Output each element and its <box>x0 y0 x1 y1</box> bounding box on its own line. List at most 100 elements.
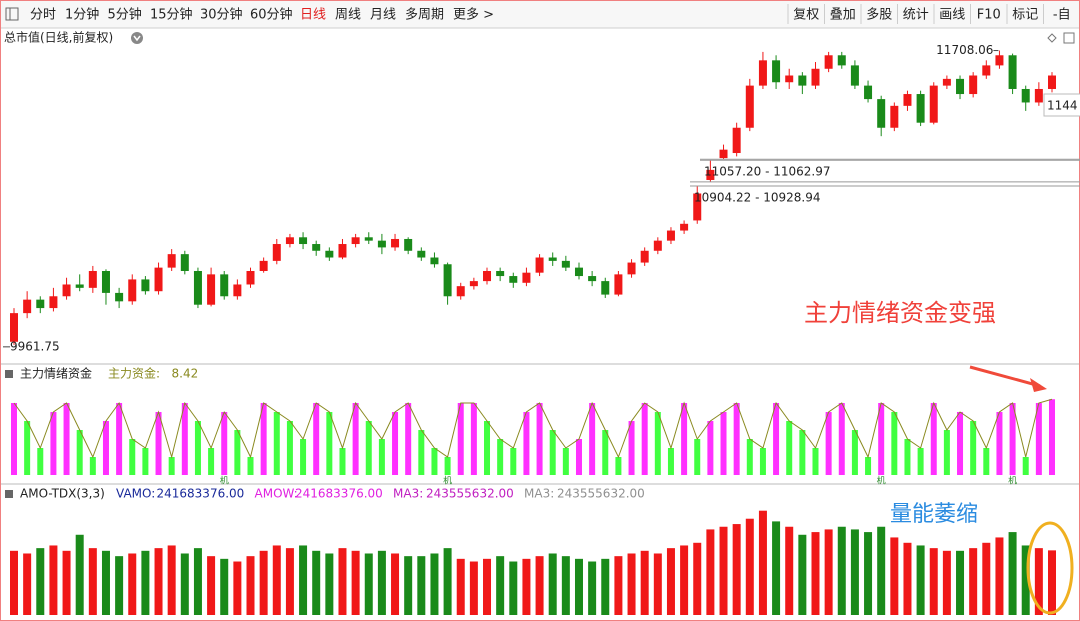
toolbar-button[interactable]: 多股 <box>866 7 892 23</box>
candle-body <box>430 257 439 265</box>
volume-bar <box>1048 550 1056 615</box>
highlight-circle <box>1026 521 1074 615</box>
indicator-bar <box>352 403 359 475</box>
volume-bar <box>338 548 347 615</box>
indicator-bar <box>983 448 990 475</box>
indicator-bar <box>405 403 412 475</box>
volume-bar <box>141 550 150 615</box>
volume-bar <box>246 556 255 615</box>
toolbar-button[interactable]: 分时 <box>30 8 56 23</box>
indicator-bar <box>247 457 254 475</box>
toolbar-button[interactable]: F10 <box>977 8 1001 23</box>
title-menu[interactable] <box>131 32 143 44</box>
toolbar-button[interactable]: 叠加 <box>830 8 856 23</box>
indicator-bar <box>286 421 293 475</box>
volume-bar <box>916 545 925 615</box>
stat-name: MA3: <box>524 487 554 501</box>
candle-body <box>588 276 597 282</box>
volume-bar <box>483 558 492 615</box>
indicator-bar <box>181 403 188 475</box>
toolbar-button[interactable]: 15分钟 <box>150 7 193 23</box>
candle-body <box>995 55 1004 66</box>
volume-bar <box>36 548 45 615</box>
volume-bar <box>404 556 413 615</box>
indicator-bar <box>365 421 372 475</box>
sidebar-toggle[interactable] <box>5 7 19 21</box>
indicator-bar <box>418 430 425 475</box>
candle-body <box>942 78 951 86</box>
volume-bar <box>299 545 308 615</box>
candle-body <box>391 238 400 248</box>
toolbar-button[interactable]: 1分钟 <box>65 7 99 23</box>
indicator-bar <box>37 448 44 475</box>
volume-bar <box>666 548 675 615</box>
candle-body <box>758 60 767 86</box>
indicator-bar <box>641 403 648 475</box>
volume-bar <box>969 548 978 615</box>
toolbar-button[interactable]: 日线 <box>300 8 326 23</box>
indicator-bar <box>497 439 504 475</box>
toolbar-button[interactable]: 多周期 <box>405 7 444 23</box>
indicator-bar <box>208 448 215 475</box>
indicator-bar <box>116 403 123 475</box>
candle-body <box>798 75 807 86</box>
volume-bar <box>653 553 662 615</box>
indicator-bar <box>142 448 149 475</box>
toolbar-button[interactable]: 30分钟 <box>200 7 243 23</box>
toolbar-button[interactable]: 60分钟 <box>250 7 293 23</box>
candle-body <box>903 94 912 106</box>
volume-bar <box>364 553 373 615</box>
indicator-bar <box>168 457 175 475</box>
candle-body <box>982 65 991 76</box>
window-icon[interactable] <box>1063 32 1075 44</box>
indicator-bar <box>221 412 228 475</box>
indicator-bar <box>733 403 740 475</box>
candle-body <box>969 75 978 95</box>
indicator-bar <box>865 457 872 475</box>
indicator-bar <box>63 403 70 475</box>
indicator-title: 主力情绪资金 <box>20 366 92 381</box>
candle-body <box>10 313 18 342</box>
annotation: 主力情绪资金变强 <box>804 299 996 327</box>
candle-body <box>561 260 570 268</box>
indicator-series-name: 主力资金: <box>108 366 160 381</box>
volume-bar <box>903 542 912 615</box>
candle-body <box>1034 88 1043 103</box>
candle-body <box>141 279 150 292</box>
volume-bar <box>325 553 334 615</box>
candle-body <box>193 270 202 305</box>
candle-body <box>180 254 189 271</box>
toolbar-button[interactable]: 5分钟 <box>108 7 142 23</box>
indicator-bar <box>615 457 622 475</box>
indicator-bar <box>24 421 31 475</box>
volume-bar <box>706 529 715 615</box>
indicator-line <box>13 398 1053 459</box>
volume-bar <box>956 550 965 615</box>
candle-body <box>706 169 715 180</box>
candle-body <box>167 254 176 268</box>
diamond-icon[interactable] <box>1047 33 1057 43</box>
toolbar-button[interactable]: 复权 <box>793 7 819 23</box>
toolbar-button[interactable]: 月线 <box>370 8 396 23</box>
toolbar-button[interactable]: 更多 > <box>453 7 494 23</box>
indicator-bar <box>523 412 530 475</box>
indicator-bar <box>694 439 701 475</box>
volume-bar <box>614 556 623 615</box>
toolbar-button[interactable]: -自 <box>1053 8 1071 23</box>
volume-bar <box>167 545 176 615</box>
candle-body <box>1008 55 1017 89</box>
toolbar-button[interactable]: 周线 <box>335 8 361 23</box>
toolbar-button[interactable]: 统计 <box>903 8 929 23</box>
stat-name: AMOW: <box>255 487 298 501</box>
candle-body <box>601 281 610 295</box>
volume-bar <box>351 550 360 615</box>
indicator-bar <box>260 403 267 475</box>
candle-body <box>404 238 413 251</box>
candle-body <box>666 230 675 241</box>
stat-name: VAMO: <box>116 487 155 501</box>
toolbar-button[interactable]: 画线 <box>939 8 965 23</box>
indicator-bar <box>891 412 898 475</box>
volume-icon <box>5 490 13 498</box>
toolbar-button[interactable]: 标记 <box>1012 8 1038 23</box>
